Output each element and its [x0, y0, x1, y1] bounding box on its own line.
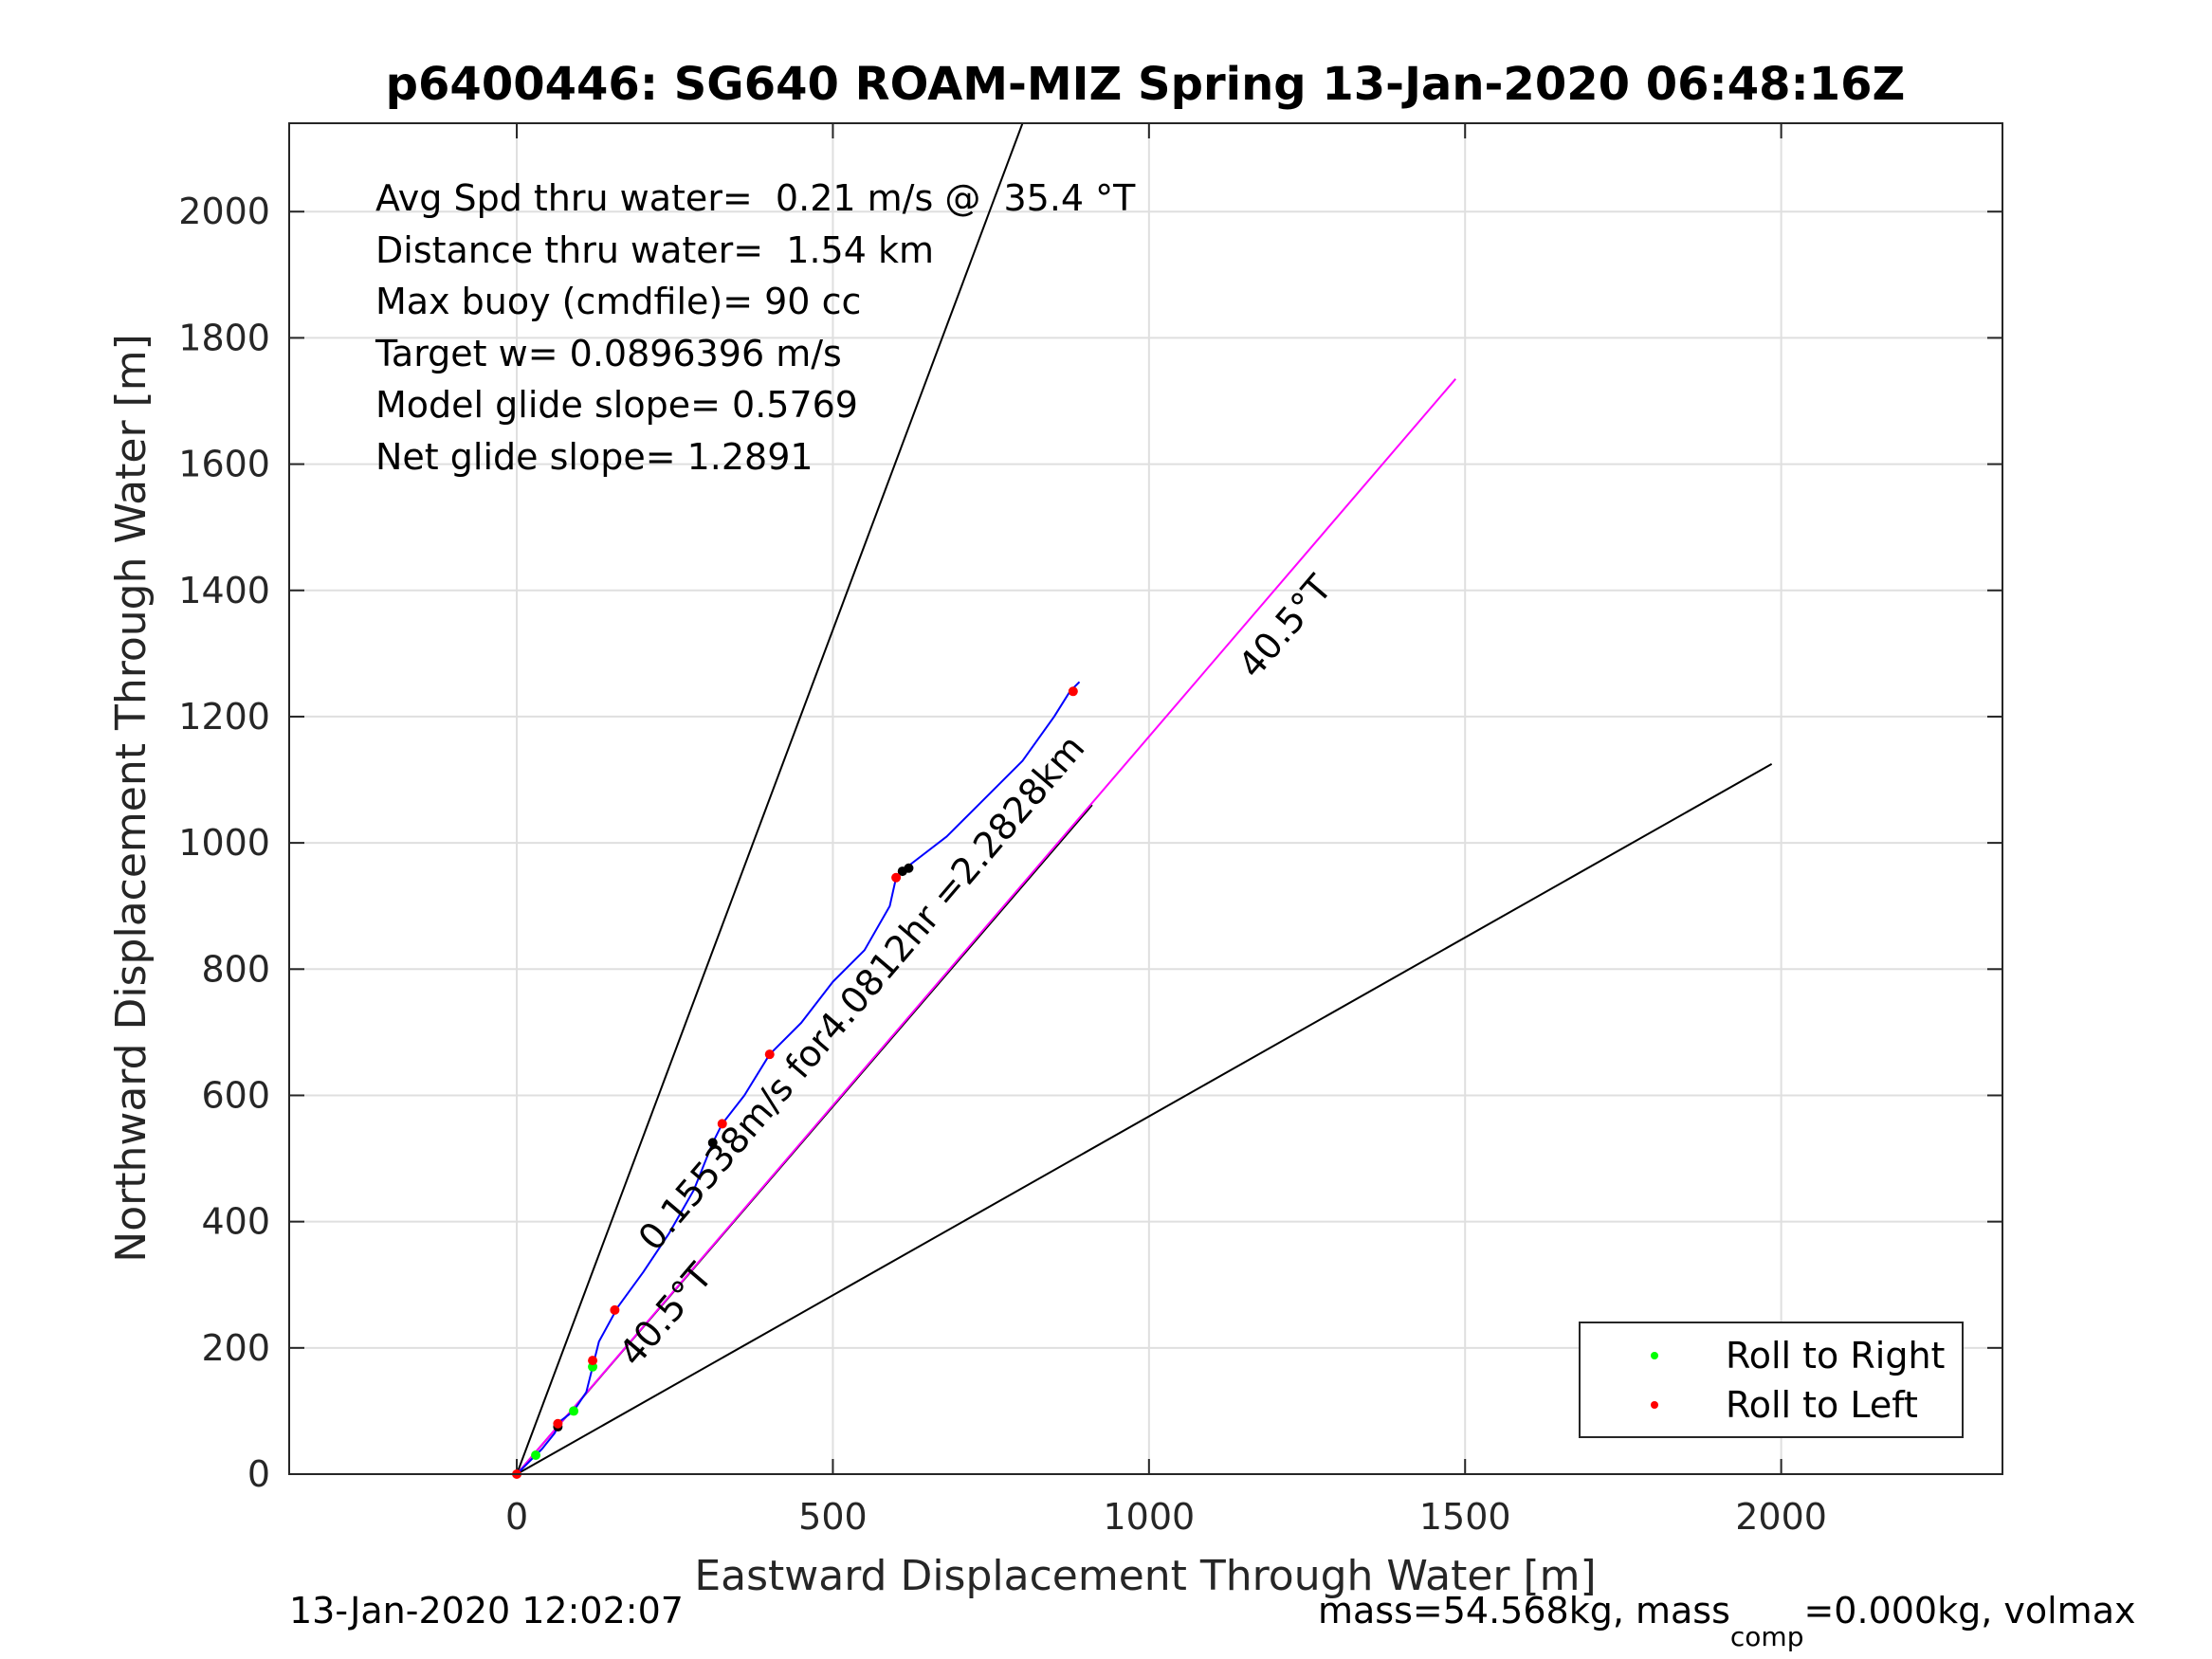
x-tick-label: 0 — [505, 1496, 528, 1538]
y-tick-labels: 0 200 400 600 800 1000 1200 1400 1600 1800 2000 — [178, 191, 270, 1495]
reference-line-heading — [516, 378, 1456, 1475]
roll-left-marker — [553, 1418, 563, 1429]
roll-right-marker — [531, 1450, 541, 1461]
roll-left-marker — [717, 1119, 727, 1129]
chart-title: p6400446: SG640 ROAM-MIZ Spring 13-Jan-2… — [386, 58, 1906, 111]
y-tick-label: 1000 — [178, 822, 270, 864]
y-tick-label: 1400 — [178, 570, 270, 611]
y-tick-label: 600 — [201, 1074, 270, 1116]
y-tick-label: 400 — [201, 1201, 270, 1243]
y-axis-label: Northward Displacement Through Water [m] — [107, 334, 155, 1262]
y-tick-label: 2000 — [178, 191, 270, 232]
annotation-max-buoy: Max buoy (cmdfile)= 90 cc — [375, 281, 861, 322]
roll-left-marker — [588, 1356, 598, 1366]
y-tick-label: 1600 — [178, 444, 270, 485]
x-axis-label: Eastward Displacement Through Water [m] — [694, 1552, 1596, 1600]
line-label: 40.5°T — [1230, 567, 1340, 686]
roll-left-marker — [610, 1304, 620, 1315]
y-tick-label: 0 — [247, 1453, 270, 1495]
footer-mass-tail: =0.000kg, volmax — [1803, 1590, 2135, 1632]
info-annotations: Avg Spd thru water= 0.21 m/s @ 35.4 °T D… — [375, 177, 1136, 478]
grid-lines — [289, 123, 2002, 1475]
roll-markers — [512, 686, 1078, 1479]
reference-lines — [516, 122, 1773, 1475]
marker-point — [904, 863, 914, 873]
footer-timestamp: 13-Jan-2020 12:02:07 — [289, 1590, 684, 1632]
reference-line-lower — [516, 763, 1773, 1475]
legend-roll-right-marker — [1651, 1352, 1658, 1359]
footer-mass-subscript: comp — [1730, 1621, 1804, 1652]
roll-right-marker — [569, 1406, 579, 1416]
line-label: 40.5°T — [611, 1255, 721, 1375]
reference-line-upper — [516, 122, 1024, 1475]
legend-roll-right-label: Roll to Right — [1726, 1335, 1945, 1376]
x-tick-label: 500 — [798, 1496, 868, 1538]
roll-left-marker — [764, 1049, 775, 1060]
x-tick-labels: 0 500 1000 1500 2000 — [505, 1496, 1827, 1538]
annotation-model-glide-slope: Model glide slope= 0.5769 — [375, 384, 858, 426]
footer-mass-main: mass=54.568kg, mass — [1318, 1590, 1730, 1632]
legend: Roll to Right Roll to Left — [1579, 1322, 1964, 1438]
y-tick-label: 1200 — [178, 696, 270, 738]
x-tick-label: 2000 — [1735, 1496, 1827, 1538]
marker-point — [707, 1138, 718, 1148]
y-tick-label: 200 — [201, 1327, 270, 1369]
legend-roll-left-marker — [1651, 1401, 1658, 1409]
x-tick-label: 1500 — [1419, 1496, 1511, 1538]
x-tick-label: 1000 — [1103, 1496, 1195, 1538]
annotation-target-w: Target w= 0.0896396 m/s — [375, 333, 842, 374]
annotation-avg-speed: Avg Spd thru water= 0.21 m/s @ 35.4 °T — [375, 177, 1136, 219]
roll-left-marker — [1068, 686, 1078, 697]
tick-marks — [289, 123, 2002, 1475]
y-tick-label: 800 — [201, 948, 270, 990]
plot-frame — [288, 122, 2003, 1475]
legend-roll-left-label: Roll to Left — [1726, 1384, 1918, 1426]
annotation-distance: Distance thru water= 1.54 km — [375, 229, 934, 271]
line-label: 0.15538m/s for4.0812hr =2.2828km — [631, 727, 1093, 1259]
footer-mass-info: mass=54.568kg, masscomp=0.000kg, volmax — [1318, 1590, 2135, 1652]
y-tick-label: 1800 — [178, 317, 270, 358]
annotation-net-glide-slope: Net glide slope= 1.2891 — [375, 436, 814, 478]
legend-box — [1579, 1322, 1964, 1438]
roll-left-marker — [891, 872, 902, 883]
line-labels: 40.5°T40.5°T0.15538m/s for4.0812hr =2.28… — [611, 567, 1341, 1374]
